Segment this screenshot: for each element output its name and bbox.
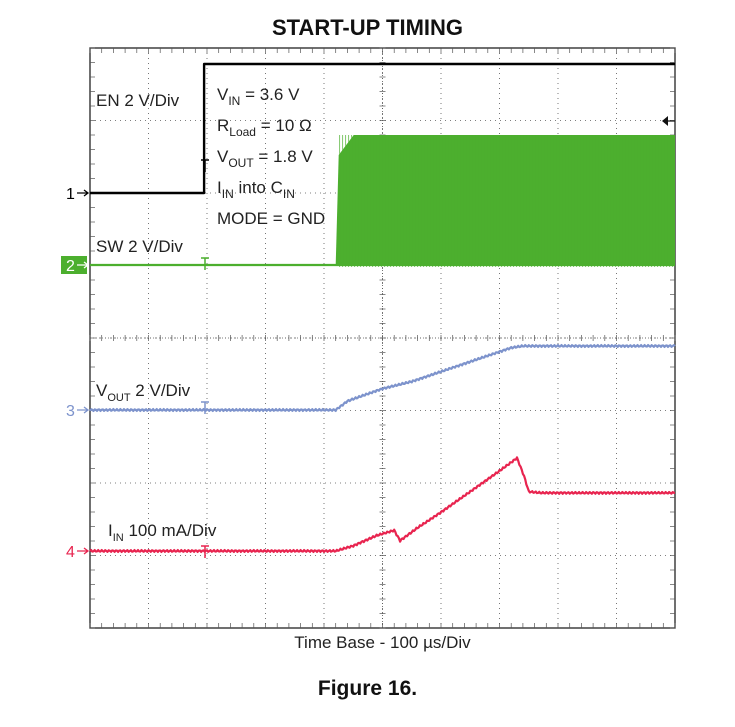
condition-rload: RLoad = 10 Ω — [217, 116, 312, 139]
channel-arrow-icon — [77, 261, 90, 269]
cursor-marker-icon — [201, 401, 209, 414]
channel-arrow-icon — [77, 406, 90, 414]
figure-caption: Figure 16. — [317, 677, 418, 700]
channel-marker-box — [61, 256, 87, 274]
trace-ch3 — [89, 344, 676, 412]
channel-number: 3 — [66, 403, 75, 420]
channel-number: 2 — [66, 258, 75, 275]
channel-arrow-icon — [77, 547, 90, 555]
channel-label-ch2: SW 2 V/Div — [96, 237, 183, 256]
cursor-marker-icon — [201, 159, 209, 172]
chart-title: START-UP TIMING — [271, 15, 464, 40]
annotations: EN 2 V/Div SW 2 V/Div VOUT 2 V/Div IIN 100 … — [96, 85, 675, 558]
channel-markers: 1 2 3 4 — [61, 186, 90, 561]
channel-label-ch3: VOUT 2 V/Div — [96, 381, 191, 404]
condition-vout: VOUT = 1.8 V — [217, 147, 313, 170]
cursor-marker-icon — [201, 257, 209, 270]
condition-iin: IIN into CIN — [217, 178, 295, 201]
grid — [89, 47, 676, 629]
channel-label-ch4: IIN 100 mA/Div — [108, 521, 217, 544]
x-axis-label: Time Base - 100 µs/Div — [294, 633, 471, 652]
channel-number: 4 — [66, 544, 75, 561]
trace-ch4 — [89, 456, 676, 554]
channel-arrow-icon — [77, 189, 90, 197]
trigger-level-icon — [662, 116, 668, 126]
channel-label-ch1: EN 2 V/Div — [96, 91, 180, 110]
cursor-marker-icon — [201, 545, 209, 558]
trace-ch1 — [89, 62, 675, 195]
sw-switching-band — [335, 135, 675, 265]
condition-vin: VIN = 3.6 V — [217, 85, 300, 108]
traces — [89, 62, 676, 554]
channel-number: 1 — [66, 186, 75, 203]
condition-mode: MODE = GND — [217, 209, 325, 228]
